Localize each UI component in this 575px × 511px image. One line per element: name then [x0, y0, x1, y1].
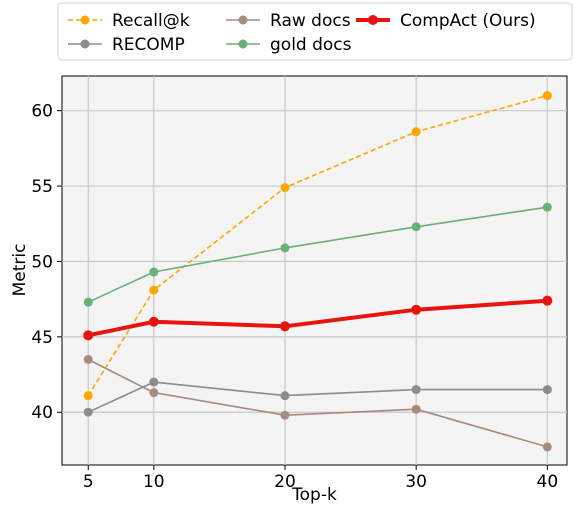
x-tick-label: 20 — [274, 472, 296, 492]
x-tick-label: 30 — [405, 472, 427, 492]
data-point — [542, 91, 552, 101]
data-point — [411, 304, 422, 315]
data-point — [542, 202, 552, 212]
data-point — [280, 243, 290, 253]
data-point — [280, 391, 290, 401]
grid — [62, 76, 567, 465]
data-point — [83, 391, 93, 401]
data-point — [83, 330, 94, 341]
data-point — [149, 267, 159, 277]
legend-box — [57, 2, 573, 61]
x-tick-label: 10 — [143, 472, 165, 492]
data-point — [542, 295, 553, 306]
x-tick-label: 40 — [537, 472, 559, 492]
x-axis-ticks: 5 10 20 30 40 — [83, 465, 558, 492]
data-point — [542, 385, 552, 395]
data-point — [148, 316, 159, 327]
data-point — [149, 285, 159, 295]
series-group — [83, 91, 553, 452]
data-point — [83, 407, 93, 417]
y-tick-label: 55 — [31, 177, 53, 197]
legend: Recall@k RECOMP Raw docs gold docs CompAct (… — [57, 2, 573, 61]
data-point — [411, 222, 421, 232]
legend-label: gold docs — [270, 35, 352, 55]
legend-marker — [80, 15, 90, 25]
legend-label: CompAct (Ours) — [400, 11, 536, 31]
data-point — [542, 442, 552, 452]
legend-label: Raw docs — [270, 11, 351, 31]
data-point — [280, 410, 290, 420]
y-tick-label: 60 — [31, 102, 53, 122]
plot-area — [61, 75, 568, 466]
legend-marker — [238, 39, 248, 49]
x-axis-label: Top-k — [291, 485, 337, 505]
legend-marker — [368, 15, 378, 25]
legend-label: Recall@k — [112, 11, 190, 31]
data-point — [83, 354, 93, 364]
y-tick-label: 50 — [31, 252, 53, 272]
y-tick-label: 40 — [31, 403, 53, 423]
data-point — [280, 183, 290, 193]
legend-marker — [80, 39, 90, 49]
y-tick-label: 45 — [31, 328, 53, 348]
y-axis-label: Metric — [10, 244, 30, 297]
data-point — [149, 377, 159, 387]
data-point — [411, 385, 421, 395]
data-point — [411, 404, 421, 414]
data-point — [279, 321, 290, 332]
legend-label: RECOMP — [112, 35, 185, 55]
data-point — [83, 297, 93, 307]
y-axis-ticks: 40 45 50 55 60 — [31, 102, 62, 423]
data-point — [149, 388, 159, 398]
x-tick-label: 5 — [83, 472, 94, 492]
legend-marker — [238, 15, 248, 25]
data-point — [411, 127, 421, 137]
